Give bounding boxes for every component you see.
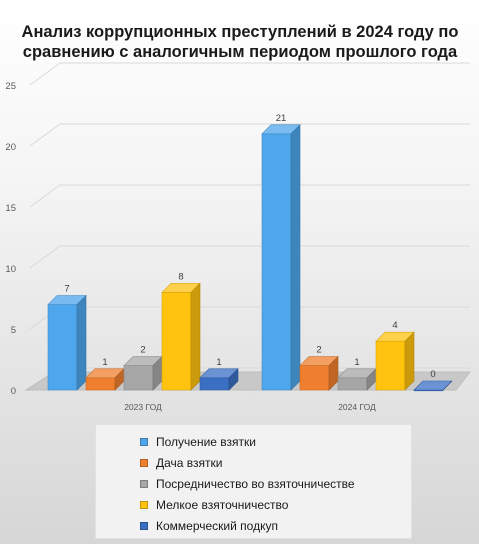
legend-label: Коммерческий подкуп (156, 518, 278, 533)
data-label: 1 (216, 357, 221, 368)
gridline-slant (29, 245, 61, 269)
legend-item: Дача взятки (140, 452, 411, 473)
gridline-slant (29, 123, 61, 147)
bar-front-Мелкое взяточничество (161, 292, 192, 391)
data-label: 8 (178, 271, 183, 282)
bar-side (76, 294, 87, 391)
y-tick-label: 20 (5, 142, 16, 153)
legend-label: Посредничество во взяточничестве (156, 476, 355, 491)
data-label: 2 (316, 345, 321, 356)
bar-front-Получение взятки (261, 133, 292, 391)
x-category-label: 2023 ГОД (124, 402, 162, 412)
legend-swatch (140, 500, 148, 509)
data-label: 0 (430, 369, 435, 380)
bar-side (290, 124, 301, 391)
legend-swatch (140, 458, 148, 467)
bar-front-Дача взятки (299, 365, 330, 391)
y-tick-label: 0 (11, 386, 16, 397)
gridline-slant (29, 62, 61, 86)
bar-front-Коммерческий подкуп (199, 377, 230, 391)
bar-side (190, 282, 201, 391)
chart-title: Анализ коррупционных преступлений в 2024… (21, 23, 459, 61)
legend-item: Мелкое взяточничество (140, 494, 411, 515)
x-category-label: 2024 ГОД (338, 402, 376, 412)
data-label: 4 (392, 320, 397, 331)
data-label: 21 (276, 113, 287, 124)
data-label: 1 (354, 357, 359, 368)
bar-front-Мелкое взяточничество (375, 340, 406, 391)
data-label: 7 (64, 284, 69, 295)
legend-label: Мелкое взяточничество (156, 497, 289, 512)
legend-item: Коммерческий подкуп (140, 515, 411, 536)
bar-side (228, 368, 239, 391)
gridline-slant (29, 184, 61, 208)
legend-label: Дача взятки (156, 455, 223, 470)
chart-legend: Получение взятки Дача взятки Посредничеств… (95, 424, 412, 539)
legend-swatch (140, 437, 148, 446)
bar-side (442, 380, 453, 391)
bar-front-Получение взятки (47, 304, 78, 391)
legend-swatch (140, 479, 148, 488)
legend-label: Получение взятки (156, 434, 256, 449)
y-tick-label: 5 (11, 325, 16, 336)
bar-side (404, 331, 415, 391)
legend-item: Посредничество во взяточничестве (140, 473, 411, 494)
legend-item: Получение взятки (140, 431, 411, 452)
data-label: 1 (102, 357, 107, 368)
bar-front-Посредничество во взяточничестве (123, 365, 154, 391)
y-tick-label: 15 (5, 203, 16, 214)
y-tick-label: 25 (5, 81, 16, 92)
bar-front-Дача взятки (85, 377, 116, 391)
y-tick-label: 10 (5, 264, 16, 275)
bar-front-Посредничество во взяточничестве (337, 377, 368, 391)
data-label: 2 (140, 345, 145, 356)
legend-swatch (140, 521, 148, 530)
